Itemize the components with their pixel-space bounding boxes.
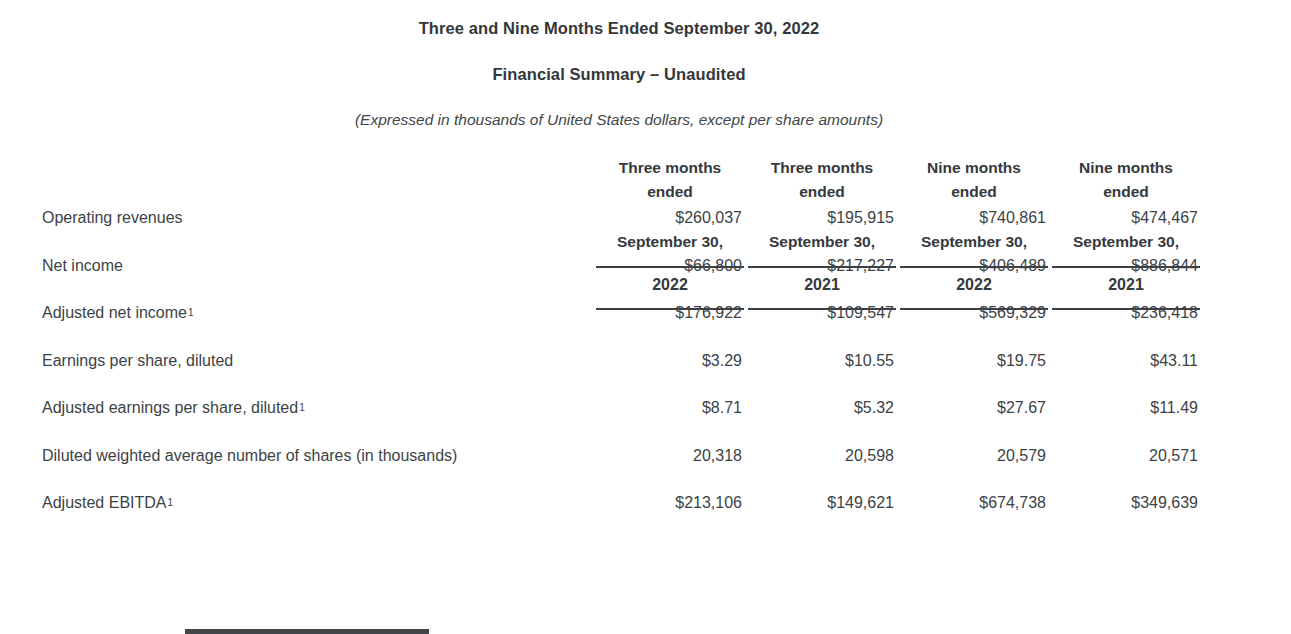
financial-summary-table: Three months ended September 30, 2022 Th…: [42, 156, 1196, 536]
cell-value: $569,329: [900, 290, 1048, 338]
partial-bottom-bar: [185, 629, 429, 634]
row-label-net-income: Net income: [42, 242, 592, 290]
row-label-adjusted-eps-diluted: Adjusted earnings per share, diluted1: [42, 385, 592, 433]
column-period: Nine months: [900, 156, 1048, 180]
row-label-text: Earnings per share, diluted: [42, 352, 233, 370]
column-period: Nine months: [1052, 156, 1200, 180]
cell-value: $149,621: [748, 480, 896, 528]
cell-value: $886,844: [1052, 242, 1200, 290]
cell-value: $217,227: [748, 242, 896, 290]
financial-summary-page: Three and Nine Months Ended September 30…: [42, 0, 1196, 536]
page-title: Three and Nine Months Ended September 30…: [42, 19, 1196, 38]
cell-value: $19.75: [900, 337, 1048, 385]
row-label-text: Adjusted net income: [42, 304, 187, 322]
cell-value: $66,800: [596, 242, 744, 290]
row-label-operating-revenues: Operating revenues: [42, 195, 592, 243]
cell-value: $674,738: [900, 480, 1048, 528]
currency-note: (Expressed in thousands of United States…: [42, 111, 1196, 129]
row-label-diluted-weighted-shares: Diluted weighted average number of share…: [42, 432, 592, 480]
cell-value: $213,106: [596, 480, 744, 528]
cell-value: 20,318: [596, 432, 744, 480]
cell-value: $260,037: [596, 195, 744, 243]
row-label-eps-diluted: Earnings per share, diluted: [42, 337, 592, 385]
cell-value: $474,467: [1052, 195, 1200, 243]
cell-value: $27.67: [900, 385, 1048, 433]
row-label-text: Adjusted EBITDA: [42, 494, 167, 512]
column-period: Three months: [748, 156, 896, 180]
cell-value: $8.71: [596, 385, 744, 433]
row-label-adjusted-ebitda: Adjusted EBITDA1: [42, 480, 592, 528]
cell-value: $3.29: [596, 337, 744, 385]
page-subtitle: Financial Summary – Unaudited: [42, 65, 1196, 84]
cell-value: $109,547: [748, 290, 896, 338]
row-label-text: Diluted weighted average number of share…: [42, 447, 457, 465]
cell-value: 20,571: [1052, 432, 1200, 480]
cell-value: $349,639: [1052, 480, 1200, 528]
row-label-text: Net income: [42, 257, 123, 275]
cell-value: $406,489: [900, 242, 1048, 290]
cell-value: $195,915: [748, 195, 896, 243]
row-label-text: Adjusted earnings per share, diluted: [42, 399, 298, 417]
cell-value: $236,418: [1052, 290, 1200, 338]
cell-value: $176,922: [596, 290, 744, 338]
cell-value: $10.55: [748, 337, 896, 385]
cell-value: $11.49: [1052, 385, 1200, 433]
column-period: Three months: [596, 156, 744, 180]
cell-value: $43.11: [1052, 337, 1200, 385]
row-label-text: Operating revenues: [42, 209, 183, 227]
cell-value: $5.32: [748, 385, 896, 433]
cell-value: 20,579: [900, 432, 1048, 480]
document-header: Three and Nine Months Ended September 30…: [42, 19, 1196, 129]
cell-value: 20,598: [748, 432, 896, 480]
row-label-adjusted-net-income: Adjusted net income1: [42, 290, 592, 338]
cell-value: $740,861: [900, 195, 1048, 243]
